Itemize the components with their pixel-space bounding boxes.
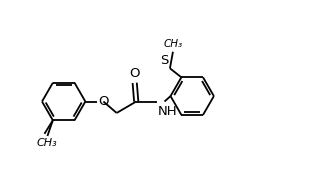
Text: O: O [99,95,109,108]
Text: CH₃: CH₃ [36,138,57,148]
Text: CH₃: CH₃ [164,39,182,49]
Text: S: S [160,54,168,67]
Text: O: O [130,67,140,80]
Text: NH: NH [158,105,178,118]
